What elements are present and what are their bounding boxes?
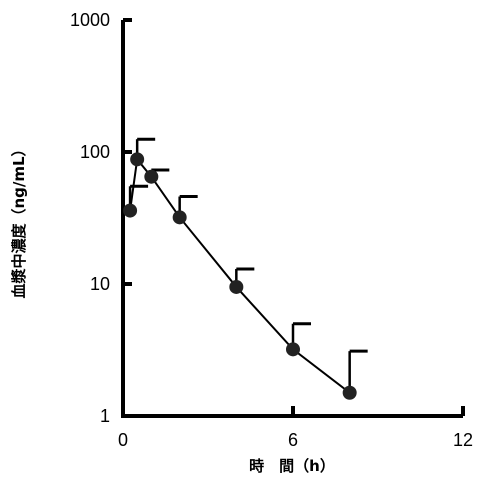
data-point bbox=[342, 385, 357, 400]
y-tick-label: 10 bbox=[90, 274, 110, 294]
x-tick-label: 0 bbox=[118, 430, 128, 450]
x-tick-label: 6 bbox=[288, 430, 298, 450]
x-axis-title: 時 間（h） bbox=[249, 457, 335, 475]
y-axis-title: 血漿中濃度（ng/mL） bbox=[10, 141, 28, 298]
series-line bbox=[129, 156, 351, 394]
y-tick-label: 1 bbox=[100, 406, 110, 426]
data-marks bbox=[123, 137, 368, 400]
ticks: 1 10 100 1000 0 6 12 bbox=[70, 10, 473, 450]
data-point bbox=[229, 279, 244, 294]
y-tick-label: 100 bbox=[80, 142, 110, 162]
x-tick-label: 12 bbox=[453, 430, 473, 450]
data-point bbox=[286, 342, 300, 357]
data-point bbox=[130, 152, 145, 167]
data-point bbox=[123, 203, 138, 218]
axes bbox=[121, 20, 463, 418]
data-point bbox=[172, 210, 187, 225]
data-point bbox=[144, 169, 159, 184]
y-tick-label: 1000 bbox=[70, 10, 110, 30]
